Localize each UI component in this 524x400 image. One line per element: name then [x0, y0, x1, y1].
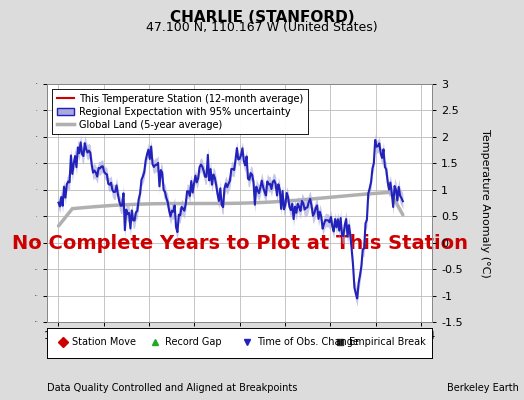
Text: Record Gap: Record Gap [165, 338, 221, 347]
Y-axis label: Temperature Anomaly (°C): Temperature Anomaly (°C) [479, 129, 489, 277]
Text: Data Quality Controlled and Aligned at Breakpoints: Data Quality Controlled and Aligned at B… [47, 383, 298, 393]
Text: Berkeley Earth: Berkeley Earth [447, 383, 519, 393]
Text: Empirical Break: Empirical Break [350, 338, 426, 347]
Text: Station Move: Station Move [72, 338, 136, 347]
Text: CHARLIE (STANFORD): CHARLIE (STANFORD) [170, 10, 354, 25]
Text: Time of Obs. Change: Time of Obs. Change [257, 338, 359, 347]
Text: 47.100 N, 110.167 W (United States): 47.100 N, 110.167 W (United States) [146, 21, 378, 34]
Legend: This Temperature Station (12-month average), Regional Expectation with 95% uncer: This Temperature Station (12-month avera… [52, 89, 308, 134]
Text: No Complete Years to Plot at This Station: No Complete Years to Plot at This Statio… [12, 234, 468, 253]
